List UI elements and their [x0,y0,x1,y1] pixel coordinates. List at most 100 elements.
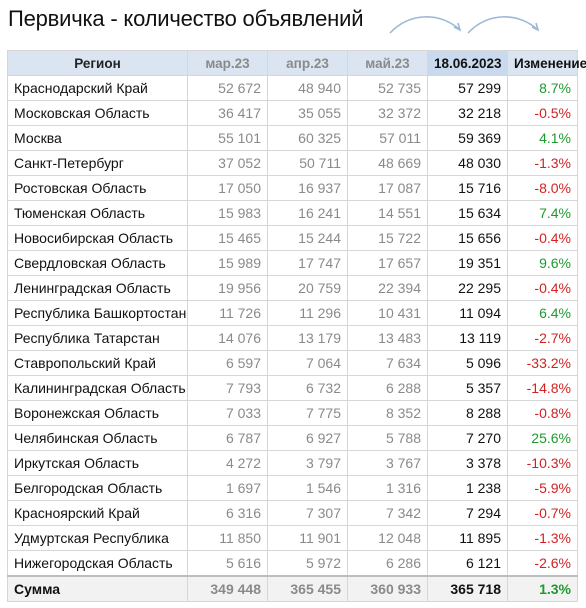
header-row: Регион мар.23 апр.23 май.23 18.06.2023 И… [7,50,586,76]
date-cell: 7 270 [427,425,508,451]
may-cell: 5 788 [347,425,428,451]
mar-cell: 15 465 [187,225,268,251]
region-cell: Ленинградская Область [7,275,188,301]
mar-cell: 6 787 [187,425,268,451]
page-title: Первичка - количество объявлений [8,6,364,31]
change-cell: -33.2% [507,350,578,376]
change-cell: 9.6% [507,250,578,276]
change-cell: -0.4% [507,225,578,251]
mar-cell: 6 316 [187,500,268,526]
change-cell: -0.4% [507,275,578,301]
date-cell: 19 351 [427,250,508,276]
region-cell: Москва [7,125,188,151]
change-cell: -0.8% [507,400,578,426]
apr-cell: 15 244 [267,225,348,251]
apr-cell: 6 732 [267,375,348,401]
mar-cell: 37 052 [187,150,268,176]
total-date: 365 718 [427,575,508,602]
date-cell: 13 119 [427,325,508,351]
region-cell: Краснодарский Край [7,75,188,101]
change-cell: 4.1% [507,125,578,151]
total-mar: 349 448 [187,575,268,602]
mar-cell: 55 101 [187,125,268,151]
apr-cell: 20 759 [267,275,348,301]
may-cell: 52 735 [347,75,428,101]
date-cell: 5 096 [427,350,508,376]
change-cell: -2.7% [507,325,578,351]
date-cell: 22 295 [427,275,508,301]
column-header-apr[interactable]: апр.23 [267,50,348,76]
mar-cell: 19 956 [187,275,268,301]
region-cell: Удмуртская Республика [7,525,188,551]
apr-cell: 48 940 [267,75,348,101]
change-cell: -8.0% [507,175,578,201]
region-cell: Московская Область [7,100,188,126]
table-row: Свердловская Область 15 989 17 747 17 657 19… [7,250,578,276]
region-cell: Санкт-Петербург [7,150,188,176]
change-cell: -14.8% [507,375,578,401]
table-row: Белгородская Область 1 697 1 546 1 316 1 238… [7,475,578,501]
mar-cell: 15 989 [187,250,268,276]
table-row: Московская Область 36 417 35 055 32 372 32 2… [7,100,578,126]
region-cell: Красноярский Край [7,500,188,526]
may-cell: 17 087 [347,175,428,201]
date-cell: 57 299 [427,75,508,101]
column-header-date[interactable]: 18.06.2023 [427,50,508,76]
may-cell: 10 431 [347,300,428,326]
region-cell: Челябинская Область [7,425,188,451]
may-cell: 14 551 [347,200,428,226]
table-row: Ленинградская Область 19 956 20 759 22 394 2… [7,275,578,301]
mar-cell: 4 272 [187,450,268,476]
mar-cell: 15 983 [187,200,268,226]
change-cell: 25.6% [507,425,578,451]
change-cell: -0.5% [507,100,578,126]
mar-cell: 17 050 [187,175,268,201]
table-row: Санкт-Петербург 37 052 50 711 48 669 48 030-… [7,150,578,176]
change-cell: -1.3% [507,525,578,551]
date-cell: 15 656 [427,225,508,251]
table-row: Тюменская Область 15 983 16 241 14 551 15 63… [7,200,578,226]
apr-cell: 6 927 [267,425,348,451]
mar-cell: 5 616 [187,550,268,577]
may-cell: 8 352 [347,400,428,426]
date-cell: 32 218 [427,100,508,126]
column-header-may[interactable]: май.23 [347,50,428,76]
date-cell: 7 294 [427,500,508,526]
table-row: Республика Башкортостан 11 726 11 296 10 43… [7,300,578,326]
date-cell: 11 895 [427,525,508,551]
table-row: Удмуртская Республика 11 850 11 901 12 048 1… [7,525,578,551]
date-cell: 3 378 [427,450,508,476]
curved-arrow-icon [389,16,461,34]
date-cell: 11 094 [427,300,508,326]
column-header-change[interactable]: Изменение [507,50,586,76]
mar-cell: 7 033 [187,400,268,426]
table-row: Красноярский Край 6 316 7 307 7 342 7 294 -0.… [7,500,578,526]
apr-cell: 16 241 [267,200,348,226]
change-cell: -0.7% [507,500,578,526]
column-header-mar[interactable]: мар.23 [187,50,268,76]
may-cell: 7 634 [347,350,428,376]
apr-cell: 1 546 [267,475,348,501]
table-row: Москва 55 101 60 325 57 011 59 369 4.1% [7,125,578,151]
may-cell: 15 722 [347,225,428,251]
table-row: Республика Татарстан 14 076 13 179 13 483 13… [7,325,578,351]
arrowhead-icon [453,22,462,32]
table-row: Воронежская Область 7 033 7 775 8 352 8 288-… [7,400,578,426]
may-cell: 7 342 [347,500,428,526]
region-cell: Ставропольский Край [7,350,188,376]
apr-cell: 11 901 [267,525,348,551]
table-row: Новосибирская Область 15 465 15 244 15 722 1… [7,225,578,251]
apr-cell: 7 064 [267,350,348,376]
change-cell: 8.7% [507,75,578,101]
region-cell: Нижегородская Область [7,550,188,577]
mar-cell: 6 597 [187,350,268,376]
change-cell: -2.6% [507,550,578,577]
apr-cell: 35 055 [267,100,348,126]
region-cell: Воронежская Область [7,400,188,426]
column-header-region[interactable]: Регион [7,50,188,76]
change-cell: 6.4% [507,300,578,326]
listings-table: Регион мар.23 апр.23 май.23 18.06.2023 И… [7,50,586,602]
date-cell: 15 716 [427,175,508,201]
region-cell: Свердловская Область [7,250,188,276]
may-cell: 48 669 [347,150,428,176]
